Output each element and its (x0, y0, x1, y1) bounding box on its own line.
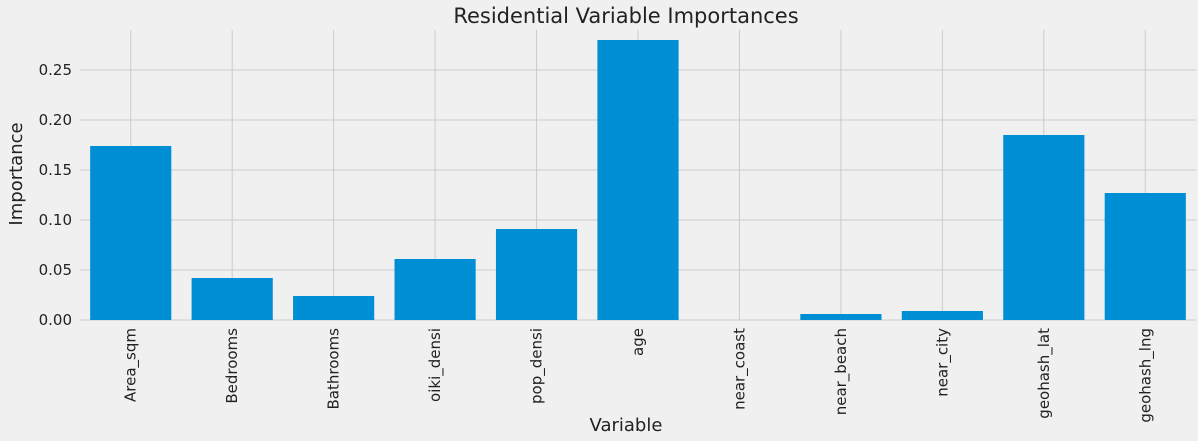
x-tick-labels: Area_sqm Bedrooms Bathrooms oiki_densi pop_d… (122, 328, 1156, 423)
x-tick-label: Bathrooms (325, 328, 343, 410)
x-tick-label: geohash_lng (1136, 328, 1155, 423)
x-axis-label: Variable (590, 415, 663, 436)
x-tick-label: pop_densi (528, 328, 547, 404)
bar-Bedrooms (191, 278, 273, 320)
x-tick-label: Area_sqm (122, 328, 141, 402)
bar-oiki_densi (394, 259, 476, 320)
x-tick-label: Bedrooms (223, 328, 241, 404)
bar-age (597, 40, 679, 320)
bar-pop_densi (495, 229, 578, 320)
x-tick-label: geohash_lat (1035, 328, 1054, 419)
x-tick-label: age (629, 328, 647, 356)
y-tick-label: 0.05 (39, 261, 72, 279)
y-tick-label: 0.10 (39, 211, 72, 229)
y-tick-labels: 0.00 0.05 0.10 0.15 0.20 0.25 (39, 61, 72, 329)
y-tick-label: 0.25 (39, 61, 72, 79)
x-tick-label: oiki_densi (426, 328, 445, 402)
bars (90, 40, 1186, 320)
y-axis-label: Importance (6, 122, 27, 225)
y-tick-label: 0.20 (39, 111, 72, 129)
bar-Area_sqm (90, 146, 172, 320)
x-tick-label: near_city (933, 328, 952, 397)
x-tick-label: near_coast (730, 328, 749, 410)
y-tick-label: 0.15 (39, 161, 72, 179)
y-tick-label: 0.00 (39, 311, 72, 329)
bar-near_beach (800, 314, 882, 320)
bar-geohash_lat (1003, 135, 1085, 320)
bar-near_city (901, 311, 983, 320)
bar-Bathrooms (293, 296, 375, 320)
x-tick-label: near_beach (832, 328, 851, 415)
bar-geohash_lng (1104, 193, 1186, 320)
chart-title: Residential Variable Importances (453, 4, 798, 28)
